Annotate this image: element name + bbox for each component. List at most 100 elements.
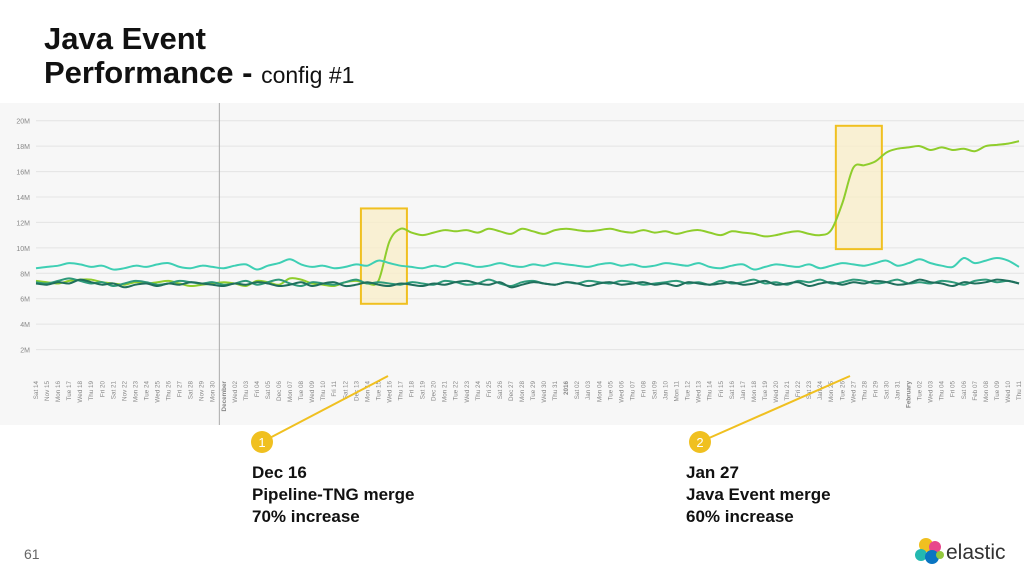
title-line-2: Performance - <box>44 55 262 90</box>
x-tick-label: Thu 07 <box>629 381 636 401</box>
leader-line-2 <box>699 375 851 443</box>
series-line-2 <box>35 256 1020 271</box>
chart-series <box>35 140 1020 289</box>
x-tick-label: Wed 27 <box>850 381 857 403</box>
x-tick-label: Tue 05 <box>607 381 614 401</box>
y-axis-tick-labels: 2M 4M 6M 8M 10M 12M 14M 16M 18M 20M <box>16 119 30 355</box>
callout-2-date: Jan 27 <box>686 463 739 482</box>
x-tick-label: Fri 27 <box>177 381 184 398</box>
badge-1-number: 1 <box>258 435 265 450</box>
highlight-box-1 <box>359 207 408 305</box>
x-tick-label: Mon 28 <box>519 381 526 403</box>
x-tick-label: Thu 28 <box>861 381 868 401</box>
x-tick-label: Thu 31 <box>552 381 559 401</box>
title-subtitle: config #1 <box>261 62 355 88</box>
x-tick-label: Tue 08 <box>298 381 305 401</box>
x-tick-label: Mon 18 <box>751 381 758 403</box>
x-tick-label: Mon 08 <box>983 381 990 403</box>
x-tick-label: Sat 02 <box>574 381 581 400</box>
x-tick-label: Dec 13 <box>353 381 360 401</box>
x-tick-label: Wed 06 <box>618 381 625 403</box>
y-tick-label: 4M <box>20 322 30 329</box>
x-tick-label: Tue 17 <box>66 381 73 401</box>
x-tick-label: Thu 14 <box>707 381 714 401</box>
x-tick-label: Tue 19 <box>762 381 769 401</box>
series-line-1 <box>35 140 1020 288</box>
y-tick-label: 14M <box>16 195 30 202</box>
x-tick-label: Tue 29 <box>530 381 537 401</box>
x-tick-label: Thu 21 <box>784 381 791 401</box>
series-line-4 <box>35 278 1020 289</box>
elastic-logo-text: elastic <box>946 541 1006 564</box>
x-tick-label: Fri 29 <box>872 381 879 398</box>
title-line-1: Java Event <box>44 21 206 56</box>
page-number: 61 <box>24 546 40 562</box>
x-tick-label: Thu 11 <box>1016 381 1023 401</box>
x-tick-label: Fri 08 <box>640 381 647 398</box>
x-tick-label: Tue 15 <box>375 381 382 401</box>
x-tick-label: Tue 09 <box>994 381 1001 401</box>
x-tick-label: Jan 24 <box>817 381 824 400</box>
x-tick-label: Sat 21 <box>110 381 117 400</box>
x-tick-label: Wed 20 <box>773 381 780 403</box>
x-tick-label: Dec 06 <box>276 381 283 401</box>
x-tick-label: Jan 31 <box>895 381 902 400</box>
x-tick-label: Tue 02 <box>917 381 924 401</box>
x-tick-label: Jan 17 <box>740 381 747 400</box>
y-tick-label: 2M <box>20 348 30 355</box>
y-tick-label: 8M <box>20 271 30 278</box>
callout-leader-lines <box>261 375 851 443</box>
x-tick-label: Mon 11 <box>674 381 681 402</box>
badge-2-number: 2 <box>696 435 703 450</box>
x-tick-label: Thu 24 <box>475 381 482 401</box>
x-tick-label: Wed 30 <box>541 381 548 403</box>
x-tick-label: Wed 25 <box>154 381 161 403</box>
x-tick-label: Wed 03 <box>928 381 935 403</box>
x-tick-label: Mon 14 <box>364 381 371 403</box>
x-tick-label: Tue 12 <box>685 381 692 401</box>
x-tick-label: Wed 10 <box>1005 381 1012 403</box>
elastic-logo: elastic <box>912 533 1022 573</box>
x-tick-label: Thu 26 <box>166 381 173 401</box>
callout-1-change: 70% increase <box>252 507 360 526</box>
callout-1-event: Pipeline-TNG merge <box>252 485 415 504</box>
y-tick-label: 12M <box>16 220 30 227</box>
x-tick-label: Wed 09 <box>309 381 316 403</box>
callout-2-event: Java Event merge <box>686 485 831 504</box>
x-tick-label: Mon 04 <box>596 381 603 403</box>
y-tick-label: 10M <box>16 246 30 253</box>
x-tick-label: Sat 09 <box>652 381 659 400</box>
x-tick-label: Mon 25 <box>828 381 835 403</box>
x-tick-label: Fri 15 <box>718 381 725 398</box>
slide-title: Java Event Performance - config #1 <box>44 22 354 92</box>
x-tick-label: Fri 22 <box>795 381 802 398</box>
highlight-boxes <box>359 124 883 305</box>
x-tick-label: Tue 24 <box>143 381 150 401</box>
x-tick-label: Sat 19 <box>420 381 427 400</box>
x-axis-tick-labels: Sat 14 Nov 15 Mon 16 Tue 17 Wed 18 Thu 19 Fri … <box>33 380 1023 411</box>
x-tick-label: Wed 13 <box>696 381 703 403</box>
x-tick-label: Tue 26 <box>839 381 846 401</box>
x-tick-label: February <box>906 381 913 408</box>
x-tick-label: Fri 18 <box>409 381 416 398</box>
x-tick-label: Sat 05 <box>265 381 272 400</box>
leader-line-1 <box>261 375 389 443</box>
highlight-box-2 <box>834 124 883 251</box>
x-tick-label: Thu 19 <box>88 381 95 401</box>
x-tick-label: Fri 04 <box>254 381 261 398</box>
x-tick-label: Dec 20 <box>431 381 438 401</box>
x-tick-label: Nov 22 <box>121 381 128 401</box>
x-tick-label: Fri 25 <box>486 381 493 398</box>
x-tick-label: Feb 07 <box>972 381 979 401</box>
elastic-logo-icon <box>915 538 944 564</box>
y-tick-label: 18M <box>16 144 30 151</box>
x-tick-label: 2016 <box>563 381 570 396</box>
badge-2-circle <box>689 431 711 453</box>
x-tick-label: Sat 23 <box>806 381 813 400</box>
x-tick-label: Thu 03 <box>243 381 250 401</box>
x-tick-label: Mon 16 <box>55 381 62 403</box>
x-tick-label: Sat 16 <box>729 381 736 400</box>
x-tick-label: Dec 27 <box>508 381 515 401</box>
